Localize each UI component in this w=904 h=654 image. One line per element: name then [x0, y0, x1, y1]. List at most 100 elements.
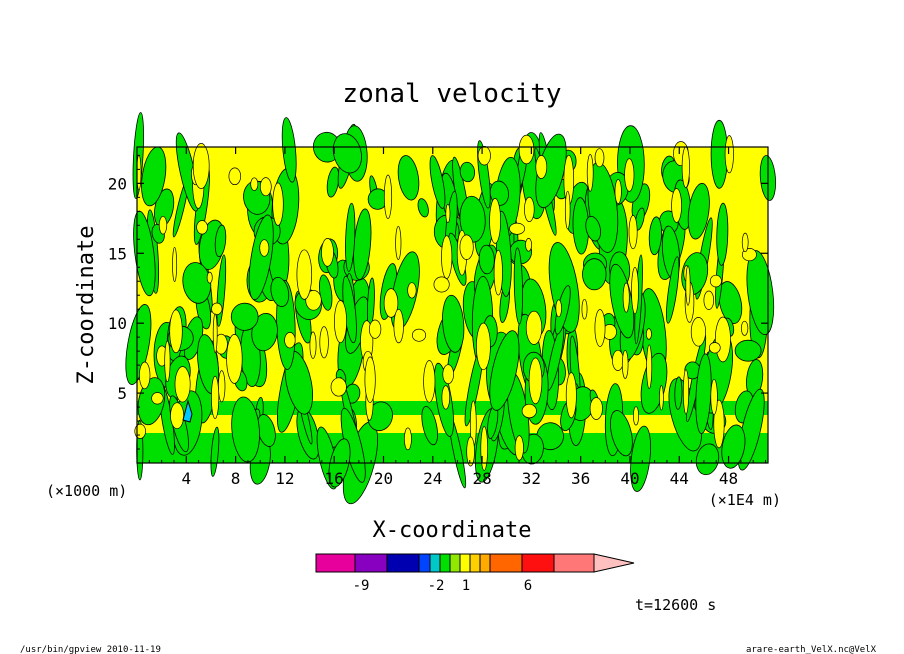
field-blob [332, 133, 362, 174]
field-blob [646, 344, 653, 389]
field-blob [164, 340, 171, 383]
field-blob [321, 238, 334, 267]
field-blob [524, 196, 535, 223]
field-blob [734, 339, 762, 362]
field-blob [248, 214, 274, 301]
x-unit-left: (×1000 m) [46, 482, 127, 500]
field-blob [230, 302, 259, 331]
field-blob [612, 349, 624, 371]
field-blob [555, 299, 562, 318]
field-blob [417, 198, 429, 218]
field-blob [272, 182, 284, 226]
x-tick-label: 20 [374, 469, 393, 488]
field-blob [445, 203, 451, 224]
field-blob [397, 155, 420, 201]
field-blob [228, 167, 242, 186]
field-blob [708, 342, 721, 354]
field-blob [334, 300, 347, 344]
field-blob [610, 410, 633, 457]
field-blob [628, 215, 638, 250]
field-blob [709, 274, 722, 288]
field-blob [671, 188, 682, 223]
field-blob [509, 222, 526, 235]
velocity-field [125, 112, 777, 505]
field-blob [690, 317, 706, 347]
field-blob [528, 357, 543, 405]
colorbar-swatch [479, 553, 491, 573]
field-blob [170, 402, 185, 430]
field-blob [305, 290, 322, 311]
colorbar-swatch [354, 553, 388, 573]
field-blob [459, 195, 486, 243]
field-blob [586, 154, 594, 192]
colorbar-tick-label: 1 [462, 578, 470, 594]
field-blob [695, 443, 720, 476]
colorbar-swatch [459, 553, 471, 573]
field-blob [319, 326, 329, 359]
field-blob [685, 265, 691, 306]
field-blob [493, 249, 503, 296]
field-blob [368, 319, 382, 339]
field-blob [489, 330, 520, 411]
colorbar-tick-label: -9 [353, 578, 370, 594]
x-tick-label: 8 [231, 469, 241, 488]
field-blob [158, 215, 168, 235]
colorbar-tick-label: -2 [428, 578, 445, 594]
field-blob [383, 288, 399, 318]
colorbar-labels: -9 -2 1 6 [353, 578, 533, 594]
footer-right: arare-earth_VelX.nc@VelX [746, 645, 877, 654]
field-blob [459, 234, 474, 260]
field-blob [718, 281, 743, 325]
field-blob [681, 146, 690, 188]
field-blob [151, 392, 164, 405]
plot-frame [136, 146, 769, 464]
field-blob [226, 334, 243, 384]
field-blob [581, 298, 588, 320]
field-blob [433, 276, 450, 293]
x-tick-label: 44 [670, 469, 689, 488]
cyan-patch [182, 399, 193, 423]
field-blob [309, 331, 317, 359]
field-blob [251, 312, 278, 352]
field-blob [345, 202, 356, 272]
x-tick-label: 40 [620, 469, 639, 488]
cyan-region [182, 399, 193, 423]
field-blob [716, 202, 729, 266]
field-blob [621, 349, 629, 379]
field-blob [441, 385, 451, 410]
field-blob [478, 244, 495, 275]
field-blob [565, 372, 577, 419]
field-blob [423, 360, 436, 403]
y-tick-label: 5 [117, 384, 127, 403]
field-blob [319, 274, 333, 311]
field-blob [139, 361, 151, 390]
x-unit-right: (×1E4 m) [709, 491, 781, 509]
chart-title: zonal velocity [342, 79, 561, 109]
field-blob [740, 320, 749, 336]
field-blob [710, 378, 718, 415]
colorbar-swatch [553, 553, 595, 573]
field-blob [250, 177, 259, 191]
field-blob [407, 282, 417, 299]
colorbar-swatch [521, 553, 555, 573]
colorbar-swatch [449, 553, 461, 573]
field-blob [659, 385, 664, 411]
x-tick-label: 24 [423, 469, 442, 488]
field-blob [211, 302, 223, 315]
field-blob [737, 388, 765, 471]
field-blob [442, 364, 454, 385]
field-blob [703, 290, 715, 310]
y-axis: 5 10 15 20 [108, 154, 768, 450]
field-blob [477, 145, 491, 166]
field-blob [411, 328, 427, 342]
footer-left: /usr/bin/gpview 2010-11-19 [20, 645, 161, 654]
field-blob [666, 256, 680, 324]
field-blob [206, 271, 213, 284]
y-tick-label: 15 [108, 244, 127, 263]
field-blob [393, 308, 404, 344]
field-blob [594, 148, 605, 168]
field-blob [466, 436, 475, 467]
colorbar [315, 553, 635, 573]
field-blob [631, 267, 639, 315]
